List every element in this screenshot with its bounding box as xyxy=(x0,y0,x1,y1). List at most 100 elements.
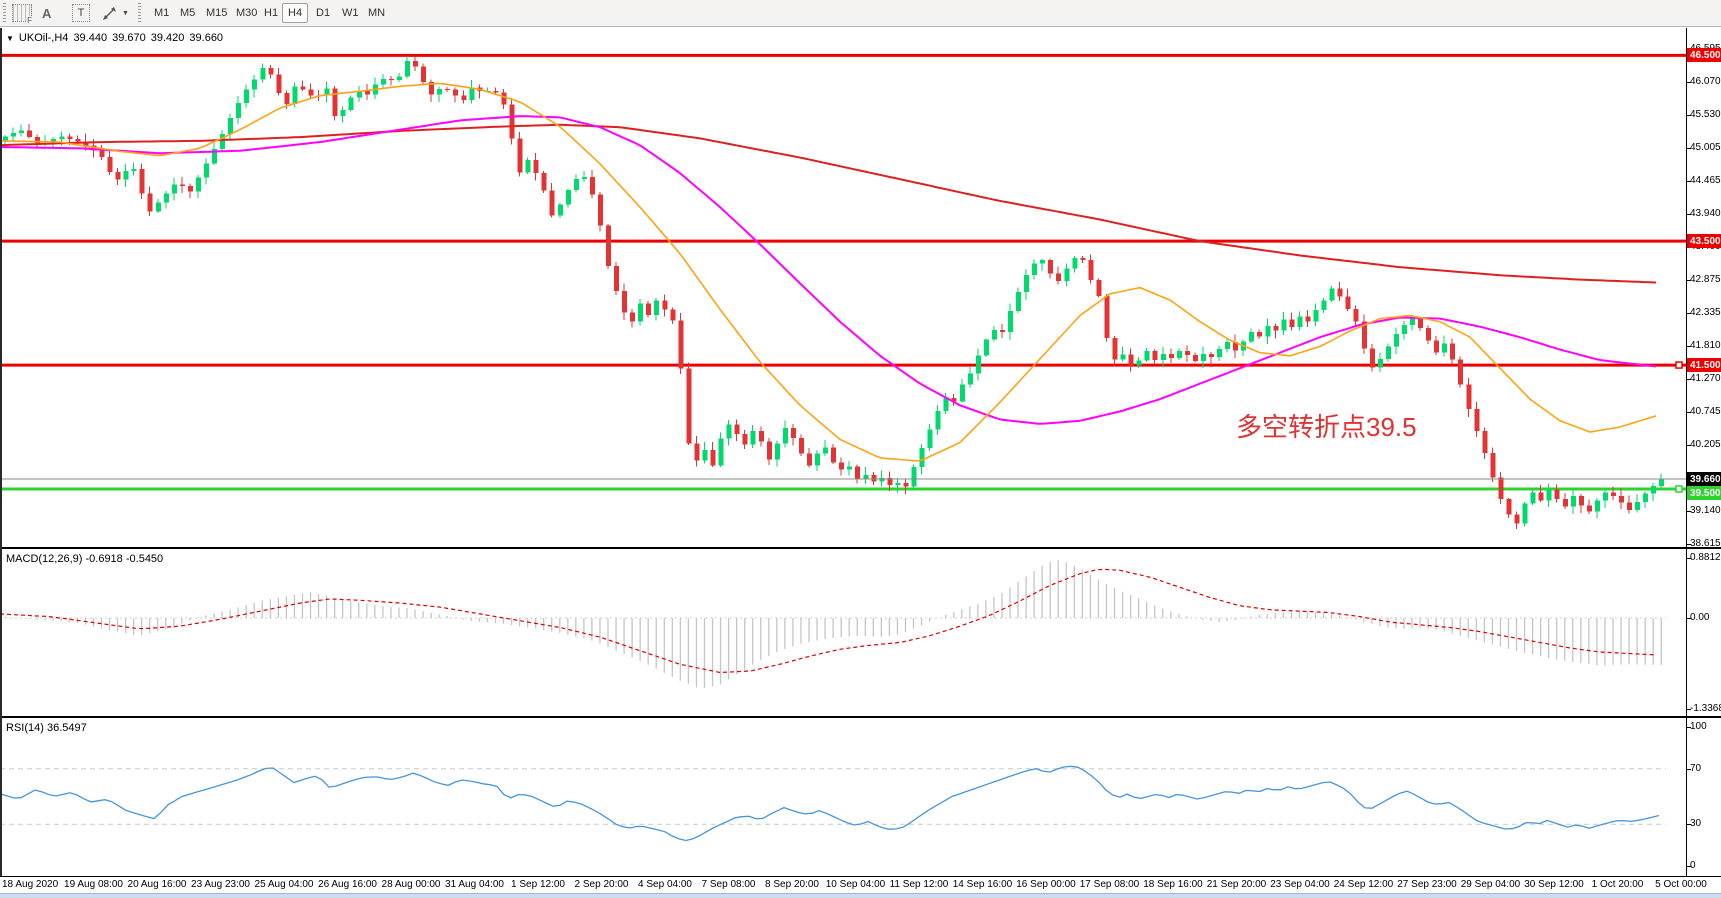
axis-tick-mark xyxy=(1687,313,1691,315)
toolbar-drag-handle[interactable] xyxy=(3,3,6,23)
price-tick-label: 45.530 xyxy=(1690,109,1721,121)
price-axis[interactable]: 46.59546.07045.53045.00544.46543.94043.4… xyxy=(1687,28,1721,549)
time-axis-label: 1 Oct 20:00 xyxy=(1591,879,1644,890)
price-badge-39.660: 39.660 xyxy=(1687,472,1721,486)
macd-tick-label: 0.00 xyxy=(1690,612,1710,623)
timeframe-button-W1[interactable]: W1 xyxy=(342,7,359,19)
time-axis[interactable]: 18 Aug 2020 19 Aug 08:00 20 Aug 16:00 23 Au… xyxy=(0,877,1721,893)
price-chart-panel[interactable]: ▼ UKOil-,H4 39.440 39.670 39.420 39.660 … xyxy=(0,28,1721,549)
price-badge-41.500: 41.500 xyxy=(1687,358,1721,372)
macd-histogram xyxy=(4,560,1662,688)
axis-divider xyxy=(1686,28,1687,877)
rsi-axis[interactable]: 100 70 30 0 xyxy=(1687,718,1721,876)
ohlc-close: 39.660 xyxy=(189,32,224,44)
price-badge-39.500: 39.500 xyxy=(1687,486,1721,500)
time-axis-label: 7 Sep 08:00 xyxy=(701,879,756,890)
crosshair-arrows-icon[interactable] xyxy=(102,3,117,23)
time-axis-label: 30 Sep 12:00 xyxy=(1524,879,1584,890)
time-axis-label: 28 Aug 00:00 xyxy=(381,879,441,890)
timeframe-button-D1[interactable]: D1 xyxy=(316,7,331,19)
timeframe-button-H4[interactable]: H4 xyxy=(282,3,309,23)
time-axis-label: 18 Sep 16:00 xyxy=(1143,879,1203,890)
price-tick-label: 46.070 xyxy=(1690,76,1721,87)
axis-tick-mark xyxy=(1687,727,1691,728)
chart-text-annotation[interactable]: 多空转折点39.5 xyxy=(1236,412,1417,442)
timeframe-button-M30[interactable]: M30 xyxy=(236,7,258,19)
time-axis-label: 17 Sep 08:00 xyxy=(1079,879,1140,890)
axis-tick-mark xyxy=(1687,445,1691,447)
axis-tick-mark xyxy=(1687,866,1691,867)
candles-layer xyxy=(3,56,1665,530)
symbol-title: UKOil-,H4 xyxy=(18,32,69,44)
time-axis-label: 8 Sep 20:00 xyxy=(765,879,819,890)
rsi-tick-label: 70 xyxy=(1690,762,1702,774)
price-tick-label: 38.615 xyxy=(1690,537,1721,549)
chart-grid-icon-glyph: F xyxy=(12,4,32,25)
macd-signal-value: -0.5450 xyxy=(125,553,164,565)
time-axis-label: 10 Sep 04:00 xyxy=(825,879,886,890)
chart-grid-icon[interactable]: F xyxy=(12,3,32,25)
price-tick-label: 40.205 xyxy=(1690,439,1721,451)
axis-tick-mark xyxy=(1687,213,1691,215)
ma-magenta-line xyxy=(0,115,1657,425)
axis-tick-mark xyxy=(1687,511,1691,513)
price-tick-label: 43.940 xyxy=(1690,207,1721,219)
text-label-icon[interactable]: A xyxy=(42,5,52,21)
axis-tick-mark xyxy=(1687,345,1691,347)
symbol-bar: ▼ UKOil-,H4 39.440 39.670 39.420 39.660 xyxy=(6,32,223,44)
time-axis-label: 23 Sep 04:00 xyxy=(1270,879,1330,890)
level-line-handle[interactable] xyxy=(1675,485,1683,493)
price-tick-label: 41.270 xyxy=(1690,373,1721,385)
timeframe-button-MN[interactable]: MN xyxy=(368,7,386,19)
price-badge-46.500: 46.500 xyxy=(1687,48,1721,62)
chart-left-border xyxy=(0,28,2,876)
price-tick-label: 41.810 xyxy=(1690,339,1721,351)
axis-tick-mark xyxy=(1687,279,1691,281)
time-axis-label: 14 Sep 16:00 xyxy=(952,879,1013,890)
axis-tick-mark xyxy=(1687,411,1691,413)
rsi-tick-label: 0 xyxy=(1690,860,1696,871)
collapse-caret-icon[interactable]: ▼ xyxy=(6,33,14,43)
macd-tick-label: -1.3368 xyxy=(1690,703,1721,714)
price-tick-label: 39.140 xyxy=(1690,505,1721,517)
macd-axis[interactable]: 0.8812 0.00 -1.3368 xyxy=(1687,549,1721,716)
axis-tick-mark xyxy=(1687,115,1691,117)
ohlc-high: 39.670 xyxy=(112,32,146,44)
macd-chart[interactable] xyxy=(0,549,1686,716)
time-axis-label: 20 Aug 16:00 xyxy=(127,879,187,890)
macd-tick-label: 0.8812 xyxy=(1690,552,1721,563)
time-axis-label: 5 Oct 00:00 xyxy=(1655,879,1707,890)
macd-main-value: -0.6918 xyxy=(85,553,123,565)
price-tick-label: 45.005 xyxy=(1690,141,1721,153)
time-axis-label: 26 Aug 16:00 xyxy=(318,879,377,890)
ma-orange-line xyxy=(0,82,1657,462)
time-axis-label: 2 Sep 20:00 xyxy=(574,879,629,890)
time-axis-label: 19 Aug 08:00 xyxy=(64,879,123,890)
timeframe-button-M15[interactable]: M15 xyxy=(206,7,228,19)
candlestick-chart[interactable] xyxy=(0,28,1686,547)
rsi-panel[interactable]: RSI(14) 36.5497 100 70 30 0 xyxy=(0,717,1721,877)
timeframe-button-H1[interactable]: H1 xyxy=(264,7,279,19)
axis-tick-mark xyxy=(1687,147,1691,149)
price-tick-label: 42.335 xyxy=(1690,307,1721,319)
rsi-label: RSI(14) 36.5497 xyxy=(6,722,87,734)
timeframe-button-M1[interactable]: M1 xyxy=(154,7,170,19)
level-line-handle[interactable] xyxy=(1675,361,1683,369)
rsi-value: 36.5497 xyxy=(46,722,87,734)
time-axis-label: 4 Sep 04:00 xyxy=(638,879,692,890)
dropdown-caret-icon[interactable]: ▼ xyxy=(122,9,129,17)
price-badge-43.500: 43.500 xyxy=(1687,234,1721,248)
time-axis-label: 1 Sep 12:00 xyxy=(511,879,565,890)
text-box-icon[interactable]: T xyxy=(72,3,90,23)
axis-tick-mark xyxy=(1687,768,1691,770)
rsi-chart[interactable] xyxy=(0,718,1686,876)
macd-label: MACD(12,26,9) -0.6918 -0.5450 xyxy=(6,553,164,565)
time-axis-label: 23 Aug 23:00 xyxy=(191,879,250,890)
timeframe-button-M5[interactable]: M5 xyxy=(180,7,196,19)
ma-red-line xyxy=(0,123,1657,284)
macd-panel[interactable]: MACD(12,26,9) -0.6918 -0.5450 0.8812 0.00… xyxy=(0,548,1721,717)
axis-tick-mark xyxy=(1687,379,1691,381)
axis-tick-mark xyxy=(1687,824,1691,826)
price-tick-label: 42.875 xyxy=(1690,273,1721,285)
